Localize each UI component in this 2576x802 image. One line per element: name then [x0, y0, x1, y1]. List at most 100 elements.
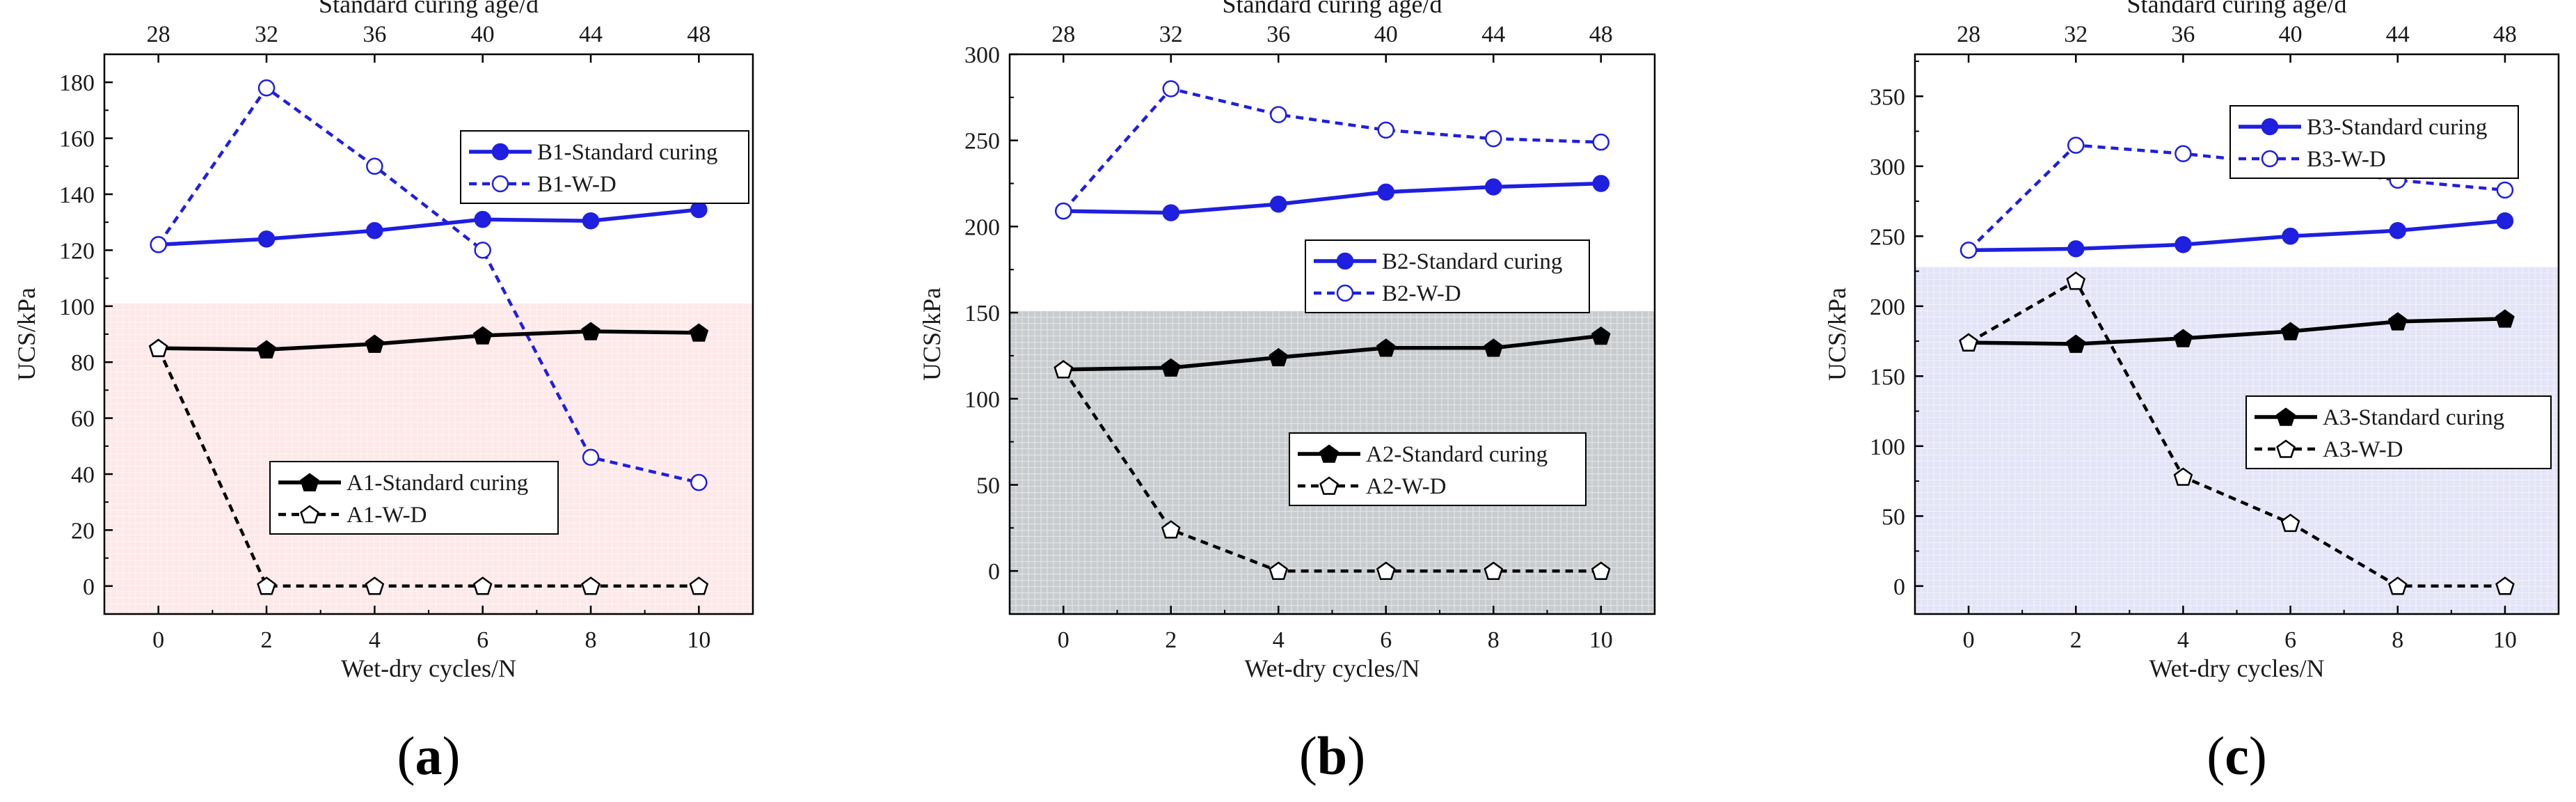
y-tick-label: 100: [1870, 434, 1905, 460]
data-point: [1485, 129, 1502, 148]
data-point: [2173, 329, 2193, 347]
data-point: [689, 323, 709, 342]
legend-marker: [1319, 444, 1339, 463]
x-tick-label: 6: [477, 627, 488, 653]
panel-letter: a: [415, 725, 443, 786]
x2-tick-label: 40: [471, 22, 495, 47]
legend-2: A2-Standard curing A2-W-D: [1289, 432, 1587, 506]
x2-tick-label: 44: [579, 22, 603, 47]
y-tick-label: 300: [964, 42, 1000, 68]
x2-tick-label: 28: [1051, 22, 1075, 47]
x-tick-label: 6: [1380, 627, 1392, 653]
x2-tick-label: 36: [363, 22, 386, 47]
data-point: [2067, 136, 2085, 154]
series-line-a3-standard-curing: [1969, 317, 2505, 346]
data-point: [1591, 561, 1611, 580]
y-axis-label: UCS/kPa: [1823, 288, 1851, 381]
series-line-b1-standard-curing: [158, 207, 699, 247]
series-line-a2-w-d: [1062, 368, 1601, 573]
x-tick-label: 4: [2177, 627, 2189, 653]
x-tick-label: 4: [369, 627, 381, 653]
panel-label: (c): [2207, 725, 2267, 786]
panel-b: 0 2 4 6 8 10 28 32 36 40 44 48 0 50 100 150 200 250 300 Wet…: [918, 0, 1656, 786]
data-point: [474, 210, 491, 228]
data-point: [1269, 347, 1289, 367]
y-tick-label: 40: [71, 462, 95, 488]
legend-box: [460, 130, 749, 204]
x-tick-label: 8: [2392, 627, 2403, 653]
data-point: [2067, 240, 2085, 258]
series-line-b2-w-d: [1062, 86, 1601, 212]
x2-tick-label: 28: [1957, 22, 1980, 47]
panel-a: 0 2 4 6 8 10 28 32 36 40 44 48 0 20 40 60 80 100 120 140 160…: [13, 0, 754, 786]
legend-marker: [2261, 118, 2279, 136]
legend-2: A3-Standard curing A3-W-D: [2245, 395, 2552, 469]
data-point: [690, 200, 708, 219]
x2-axis-label: Standard curing age/d: [2127, 0, 2347, 18]
data-point: [1376, 338, 1396, 357]
y-tick-label: 250: [1870, 224, 1905, 250]
data-point: [1377, 121, 1394, 139]
data-point: [1376, 561, 1396, 580]
data-point: [2173, 467, 2193, 486]
data-point: [2495, 576, 2515, 595]
panel-letter: b: [1317, 725, 1347, 786]
data-point: [257, 230, 276, 248]
data-point: [2175, 236, 2192, 253]
y-tick-label: 300: [1870, 155, 1905, 180]
x-axis-label: Wet-dry cycles/N: [2149, 654, 2325, 682]
data-point: [472, 576, 493, 595]
x-tick-label: 0: [1058, 627, 1070, 653]
y-tick-label: 250: [964, 129, 1000, 155]
data-point: [2387, 312, 2408, 331]
data-point: [1592, 175, 1609, 192]
data-point: [581, 322, 601, 340]
legend-marker: [300, 473, 319, 492]
legend-marker: [2276, 439, 2296, 458]
data-point: [1592, 133, 1609, 151]
x-tick-label: 10: [687, 627, 710, 653]
data-point: [1959, 333, 1978, 352]
data-point: [1269, 561, 1289, 580]
y-tick-label: 200: [1870, 294, 1905, 320]
shaded-region: [104, 303, 753, 614]
data-point: [1055, 202, 1072, 220]
x-tick-label: 2: [261, 627, 273, 653]
data-point: [366, 157, 383, 175]
x2-tick-label: 44: [1481, 22, 1505, 47]
data-point: [2282, 228, 2299, 245]
panel-letter: c: [2225, 725, 2249, 786]
legend-marker: [1336, 284, 1354, 302]
x-tick-label: 10: [1589, 627, 1613, 653]
legend-box: [2245, 395, 2552, 469]
x2-axis-label: Standard curing age/d: [1223, 0, 1442, 18]
data-point: [2280, 322, 2300, 340]
legend-marker: [1319, 476, 1339, 495]
data-point: [1591, 326, 1611, 345]
data-point: [150, 236, 167, 253]
data-point: [2175, 145, 2192, 162]
x2-tick-label: 44: [2386, 22, 2410, 47]
legend-label: A2-Standard curing: [1366, 442, 1548, 467]
y-tick-label: 50: [1882, 504, 1905, 530]
y-tick-label: 0: [1893, 574, 1905, 600]
legend-label: B3-Standard curing: [2307, 115, 2487, 140]
legend-1: B3-Standard curing B3-W-D: [2229, 105, 2519, 179]
data-point: [365, 576, 385, 595]
y-tick-label: 350: [1870, 84, 1905, 110]
y-tick-label: 50: [976, 473, 1000, 498]
data-point: [2496, 181, 2514, 199]
y-tick-label: 100: [964, 387, 1000, 413]
data-point: [2280, 513, 2300, 533]
legend-label: B1-W-D: [537, 172, 617, 197]
y-tick-label: 150: [964, 301, 1000, 327]
data-point: [257, 79, 276, 97]
legend-marker: [491, 143, 509, 161]
series-line-a2-standard-curing: [1063, 333, 1602, 372]
data-point: [1484, 338, 1504, 357]
x-tick-label: 10: [2493, 627, 2517, 653]
legend-label: B2-W-D: [1382, 281, 1461, 306]
data-point: [1270, 195, 1287, 213]
legend-label: B3-W-D: [2307, 147, 2386, 172]
data-point: [1054, 360, 1074, 379]
